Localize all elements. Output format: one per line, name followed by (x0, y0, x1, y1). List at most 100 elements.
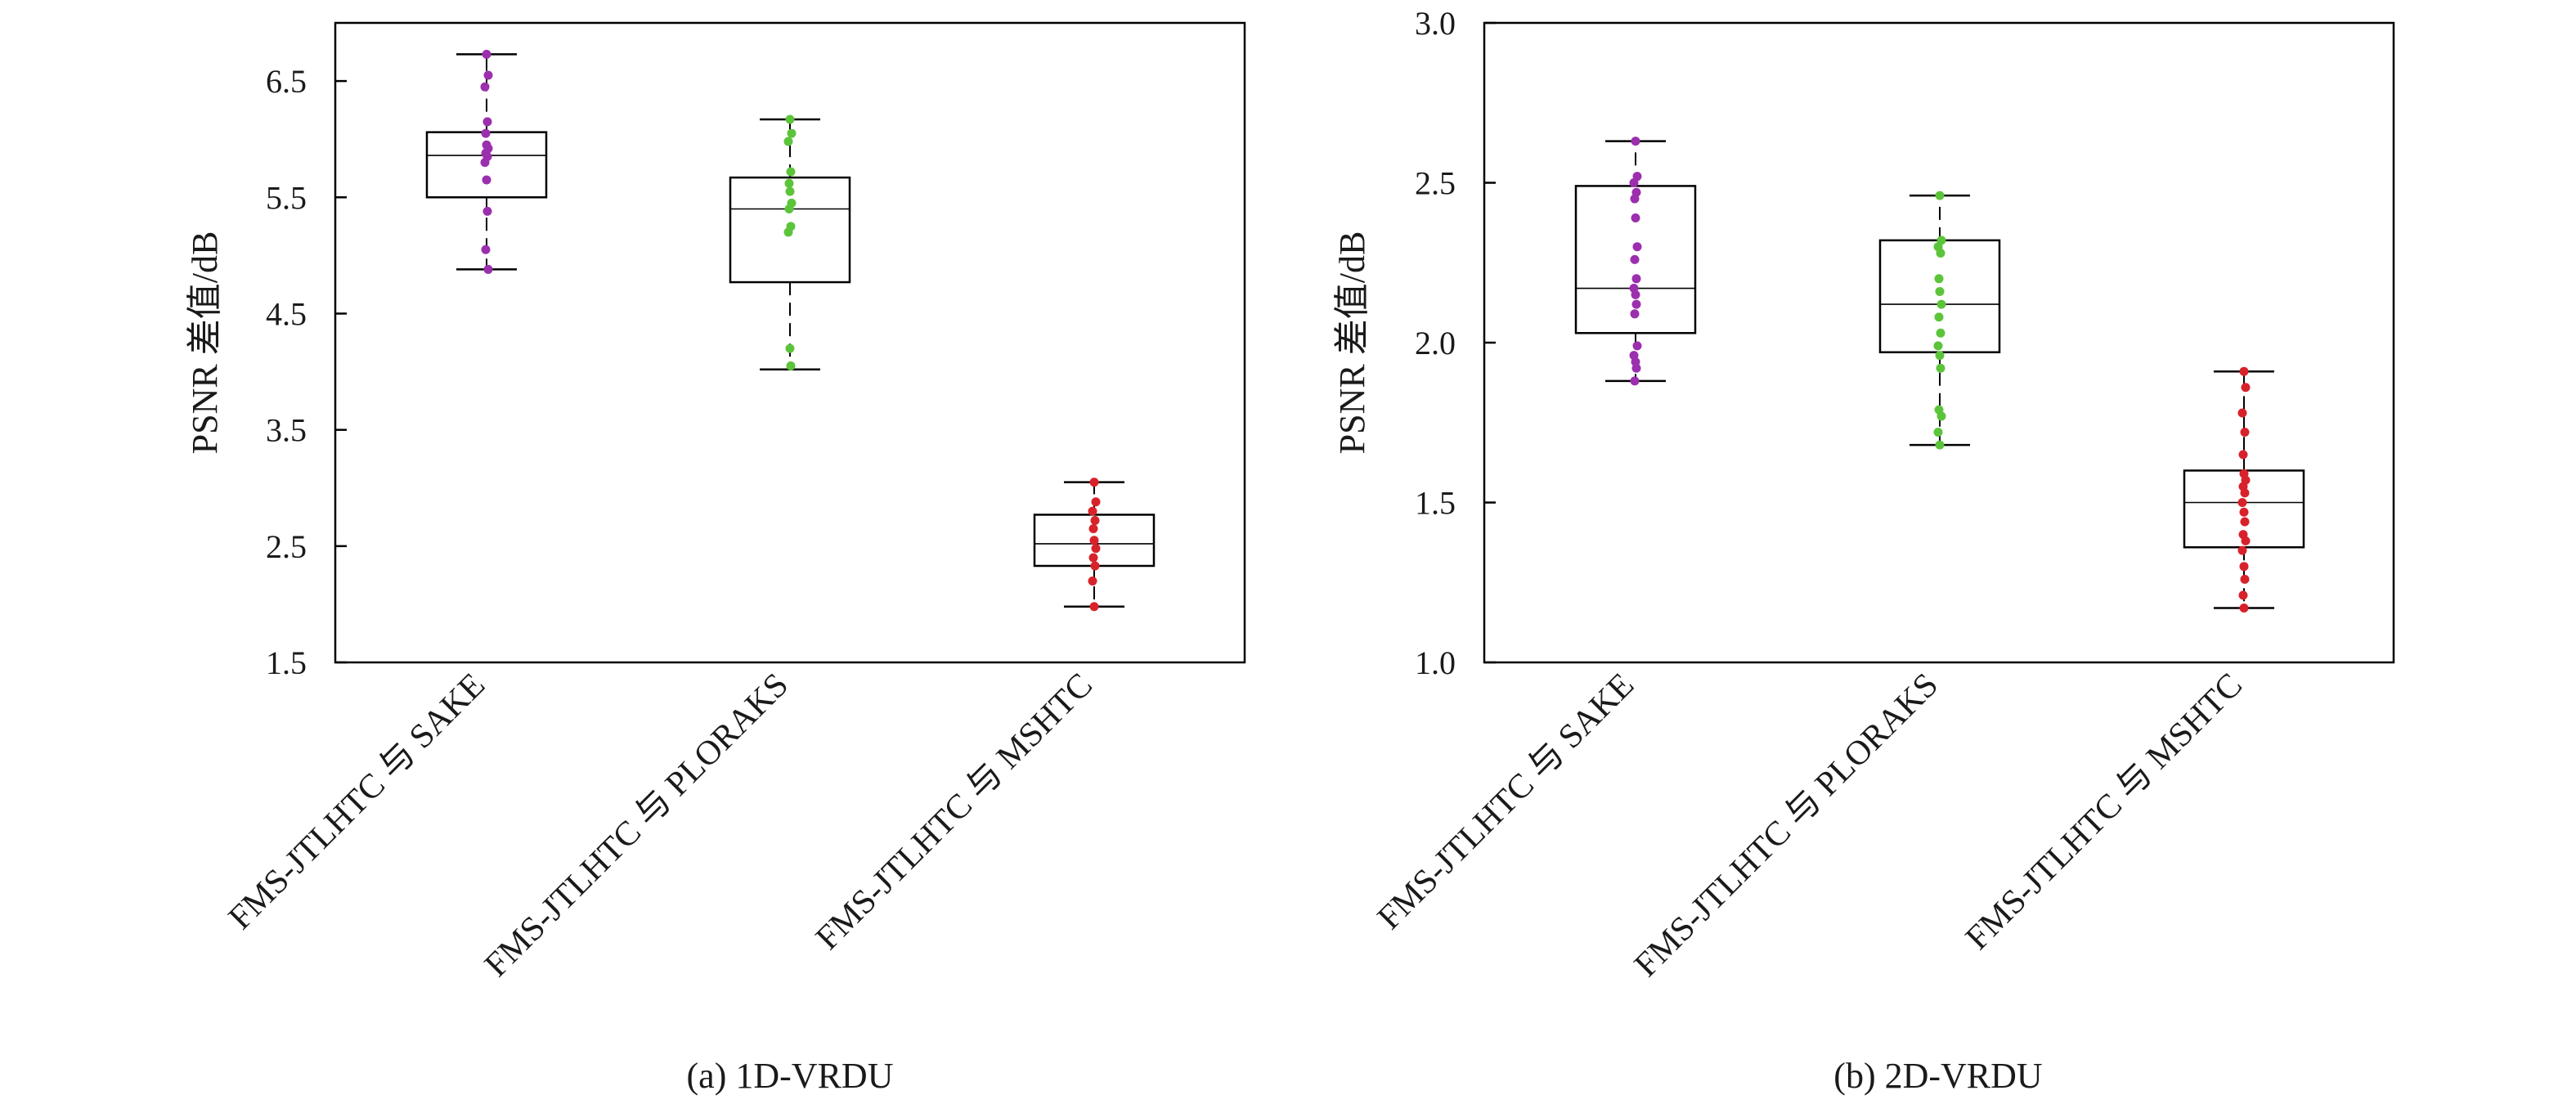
data-point (482, 49, 491, 59)
chart-b-ytick-label: 2.5 (1415, 165, 1456, 202)
chart-b-series-2 (1878, 191, 2001, 450)
data-point (2239, 507, 2249, 517)
data-point (1934, 312, 1944, 322)
chart-a-series-3 (1033, 478, 1156, 612)
data-point (1088, 523, 1098, 533)
chart-b-series-3 (2183, 366, 2305, 613)
data-point (2239, 366, 2249, 376)
data-point (1088, 506, 1097, 516)
chart-b-caption: (b) 2D-VRDU (1833, 1056, 2042, 1096)
chart-b-category-label: FMS-JTLHTC 与 PLORAKS (1627, 666, 1945, 985)
chart-b-ytick-label: 3.0 (1415, 5, 1456, 42)
data-point (2240, 517, 2250, 527)
data-point (2241, 383, 2251, 393)
chart-b-ytick-label: 1.5 (1415, 485, 1456, 522)
chart-a: 1.5 2.5 3.5 4.5 5.5 6.5 PSNR 差值/dB FMS-JTLHTC 与… (185, 21, 1246, 1096)
data-point (1091, 497, 1101, 507)
data-point (1629, 178, 1639, 187)
data-point (1934, 274, 1944, 284)
chart-a-category-label: FMS-JTLHTC 与 SAKE (222, 666, 492, 937)
data-point (1089, 536, 1099, 545)
data-point (1631, 299, 1641, 309)
data-point (482, 206, 492, 216)
data-point (1090, 561, 1100, 571)
data-point (480, 158, 490, 168)
chart-a-caption: (a) 1D-VRDU (687, 1056, 894, 1096)
data-point (2240, 427, 2250, 437)
data-point (1933, 427, 1943, 437)
chart-b-category-label: FMS-JTLHTC 与 SAKE (1371, 666, 1641, 937)
data-point (1091, 544, 1101, 554)
data-point (1631, 289, 1640, 299)
data-point (2240, 574, 2250, 584)
data-point (785, 343, 795, 353)
data-point (2237, 408, 2247, 418)
chart-b: 1.0 1.5 2.0 2.5 3.0 PSNR 差值/dB FMS-JTLHTC 与 SA… (1332, 5, 2395, 1096)
data-point (480, 82, 490, 92)
data-point (787, 128, 797, 138)
data-point (783, 137, 793, 146)
chart-b-ytick-label: 1.0 (1415, 644, 1456, 681)
data-point (1935, 286, 1945, 296)
data-point (2240, 488, 2250, 498)
data-point (1935, 191, 1945, 200)
data-point (483, 70, 493, 80)
data-point (2238, 450, 2248, 460)
data-point (1632, 242, 1642, 252)
chart-a-plot-frame (334, 21, 1246, 664)
data-point (1933, 341, 1943, 351)
data-point (1089, 478, 1099, 487)
data-point (2237, 498, 2247, 507)
data-point (784, 178, 794, 188)
data-point (1631, 363, 1641, 373)
chart-a-ytick-label: 1.5 (266, 644, 307, 681)
data-point (785, 186, 795, 196)
data-point (1630, 309, 1640, 319)
data-point (1935, 351, 1945, 361)
chart-a-ytick-label: 3.5 (266, 412, 307, 449)
data-point (1089, 602, 1099, 612)
chart-a-category-label: FMS-JTLHTC 与 PLORAKS (478, 666, 796, 985)
data-point (1090, 516, 1100, 526)
data-point (783, 227, 793, 237)
data-point (1935, 440, 1945, 450)
chart-a-ytick-label: 6.5 (266, 63, 307, 100)
data-point (1936, 249, 1945, 258)
data-point (1630, 254, 1640, 264)
data-point (785, 114, 795, 124)
chart-a-series-1 (425, 49, 548, 274)
data-point (2239, 604, 2249, 613)
box (729, 176, 851, 284)
data-point (481, 245, 491, 254)
data-point (2238, 590, 2248, 600)
data-point (1936, 328, 1945, 338)
data-point (2241, 536, 2251, 545)
data-point (2237, 545, 2247, 555)
data-point (784, 204, 794, 213)
chart-a-ylabel: PSNR 差值/dB (185, 231, 225, 455)
data-point (482, 175, 491, 185)
chart-b-ylabel: PSNR 差值/dB (1332, 231, 1372, 455)
data-point (1936, 411, 1946, 421)
data-point (1088, 553, 1098, 563)
data-point (482, 117, 492, 127)
data-point (1936, 299, 1946, 309)
data-point (1631, 213, 1640, 223)
data-point (1088, 576, 1097, 586)
data-point (481, 128, 491, 138)
chart-a-ytick-label: 4.5 (266, 295, 307, 332)
data-point (786, 361, 796, 370)
chart-b-ytick-label: 2.0 (1415, 325, 1456, 361)
chart-a-ytick-label: 2.5 (266, 528, 307, 565)
data-point (1936, 363, 1945, 373)
chart-b-category-label: FMS-JTLHTC 与 MSHTC (1959, 666, 2250, 958)
chart-a-series-2 (729, 114, 851, 370)
data-point (1631, 137, 1640, 146)
data-point (483, 264, 493, 274)
data-point (1630, 376, 1640, 386)
data-point (1631, 274, 1641, 284)
chart-b-series-1 (1574, 137, 1697, 386)
data-point (1630, 194, 1640, 204)
data-point (2239, 562, 2249, 572)
